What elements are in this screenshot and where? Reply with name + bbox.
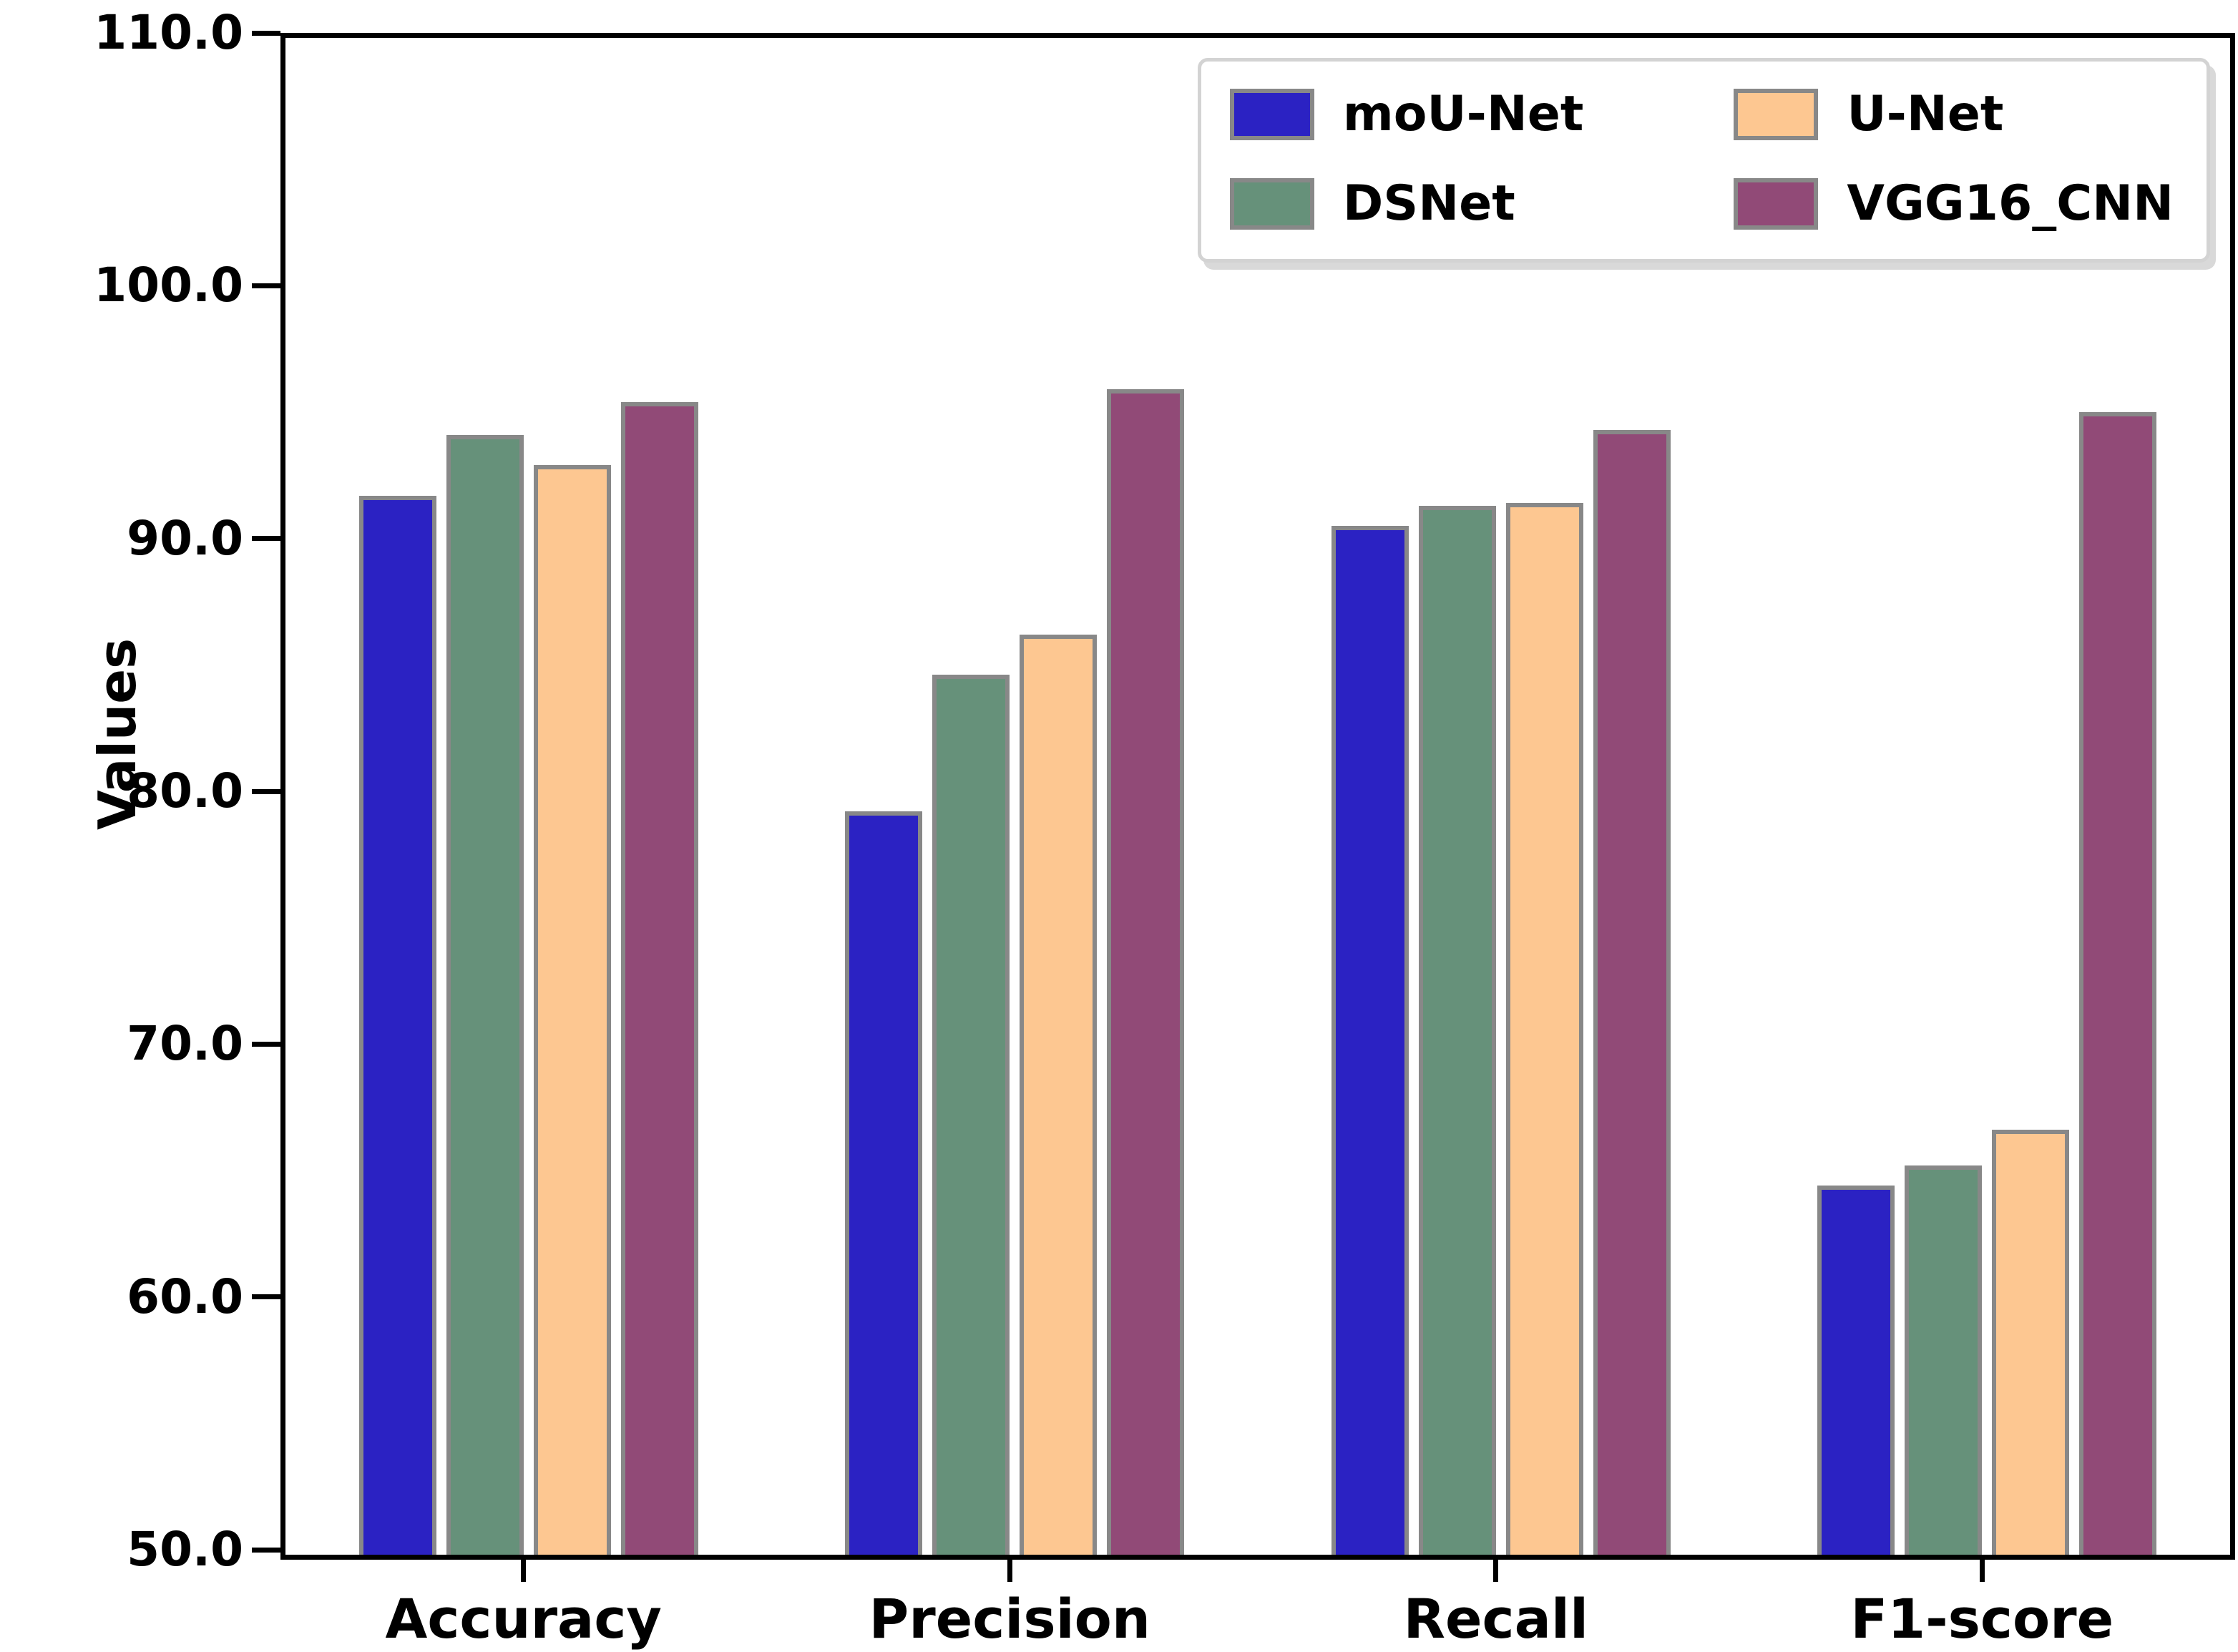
y-tick-label: 90.0 [127,510,243,566]
x-tick-mark [521,1555,527,1582]
bar-precision-dsnet [932,675,1010,1555]
legend-box: moU-Net DSNet U-Net VGG16_CNN [1197,58,2210,263]
bar-accuracy-dsnet [446,434,524,1555]
legend-label: moU-Net [1342,86,1584,142]
y-tick-label: 80.0 [127,763,243,818]
y-tick-label: 70.0 [127,1016,243,1072]
bar-f1-score-mou-net [1817,1186,1895,1555]
bar-accuracy-u-net [533,465,611,1555]
y-tick-mark [252,283,280,288]
legend-item-mou-net: moU-Net [1229,86,1584,142]
legend-item-u-net: U-Net [1734,86,2174,142]
bar-precision-mou-net [845,811,923,1555]
legend-swatch-icon [1229,88,1314,140]
y-tick-label: 60.0 [127,1269,243,1324]
plot-area: moU-Net DSNet U-Net VGG16_CNN [280,33,2235,1560]
y-tick-label: 50.0 [127,1522,243,1577]
x-tick-mark [1979,1555,1985,1582]
x-tick-label-recall: Recall [1403,1587,1588,1651]
y-tick-mark [252,1547,280,1553]
legend-swatch-icon [1734,88,1819,140]
bar-group-precision [772,38,1259,1555]
y-tick-mark [252,536,280,542]
x-tick-mark [1493,1555,1499,1582]
legend-item-vgg16_cnn: VGG16_CNN [1734,175,2174,232]
bar-f1-score-u-net [1992,1130,2070,1555]
y-tick-mark [252,788,280,794]
bar-precision-vgg16_cnn [1107,389,1185,1555]
x-tick-label-precision: Precision [869,1587,1150,1651]
y-tick-label: 110.0 [94,5,243,60]
bar-accuracy-mou-net [358,495,436,1555]
bar-recall-u-net [1505,503,1583,1555]
legend-label: VGG16_CNN [1847,175,2174,232]
y-tick-mark [252,1041,280,1047]
bar-precision-u-net [1020,634,1098,1555]
bar-f1-score-dsnet [1905,1165,1983,1555]
legend-label: U-Net [1847,86,2004,142]
legend-label: DSNet [1342,175,1515,232]
bars-layer [285,38,2230,1555]
bar-group-recall [1258,38,1744,1555]
legend-swatch-icon [1734,177,1819,230]
y-tick-mark [252,1294,280,1300]
legend-swatch-icon [1229,177,1314,230]
bar-group-accuracy [285,38,772,1555]
x-tick-label-f1-score: F1-score [1850,1587,2114,1651]
x-tick-label-accuracy: Accuracy [385,1587,662,1651]
bar-accuracy-vgg16_cnn [620,401,698,1555]
bar-recall-mou-net [1331,525,1409,1555]
y-tick-mark [252,30,280,36]
bar-f1-score-vgg16_cnn [2079,411,2157,1555]
legend-item-dsnet: DSNet [1229,175,1584,232]
bar-group-f1-score [1744,38,2231,1555]
x-tick-mark [1007,1555,1012,1582]
y-tick-label: 100.0 [94,258,243,313]
bar-recall-dsnet [1418,505,1496,1555]
bar-recall-vgg16_cnn [1593,429,1671,1555]
